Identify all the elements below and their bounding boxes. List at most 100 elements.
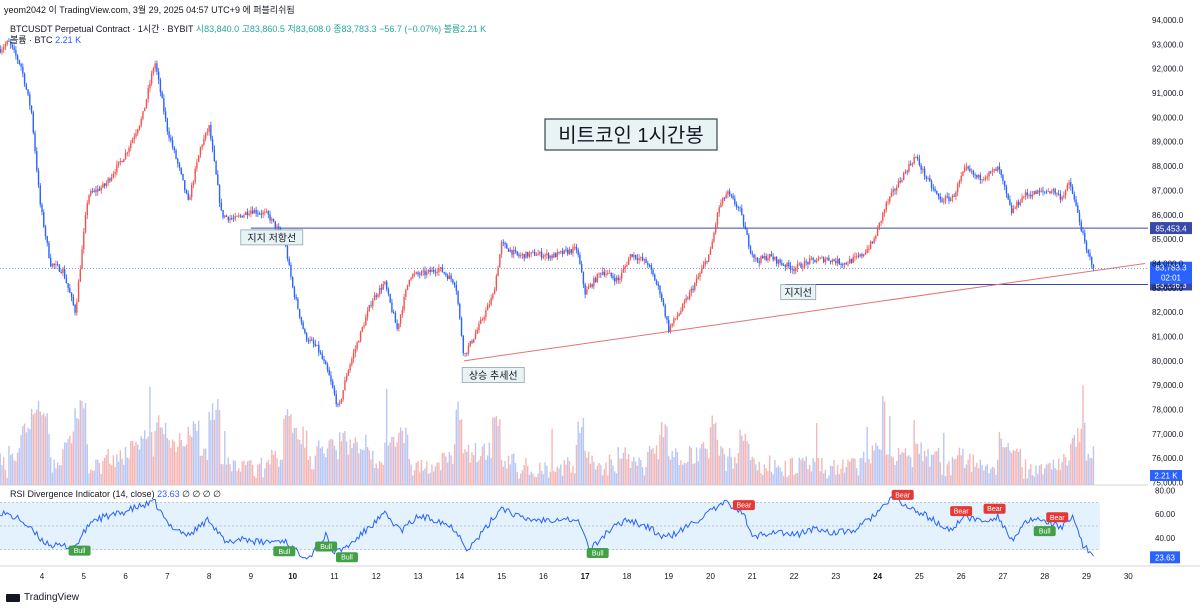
volume-bar	[683, 463, 686, 485]
title-text: 비트코인 1시간봉	[558, 124, 703, 147]
volume-bar	[253, 476, 256, 485]
candle	[547, 252, 550, 261]
volume-bar	[932, 454, 935, 485]
rsi-signal-text: Bull	[341, 555, 353, 562]
candle	[199, 146, 202, 158]
y-tick-label: 75,000.0	[1152, 479, 1184, 488]
volume-bar	[337, 459, 339, 485]
candle	[598, 272, 600, 278]
candle	[15, 46, 17, 60]
volume-bar	[83, 408, 85, 485]
symbol-legend[interactable]: BTCUSDT Perpetual Contract · 1시간 · BYBIT…	[10, 22, 486, 35]
volume-bar	[314, 455, 317, 485]
candle	[565, 245, 567, 253]
volume-legend[interactable]: 볼륨 · BTC 2.21 K	[10, 33, 81, 46]
candle	[318, 341, 320, 357]
candle	[23, 72, 26, 87]
volume-bar	[570, 472, 572, 485]
volume-bar	[332, 439, 334, 485]
candle-body	[189, 197, 191, 200]
volume-bar	[607, 475, 609, 485]
candle	[852, 253, 854, 264]
candle-body	[178, 163, 181, 168]
candle-body	[890, 192, 893, 197]
candle	[765, 253, 767, 262]
candle	[370, 300, 372, 309]
rsi-legend[interactable]: RSI Divergence Indicator (14, close) 23.…	[10, 489, 221, 500]
candle-body	[500, 242, 503, 255]
candle	[617, 274, 619, 284]
candle	[206, 128, 209, 136]
candle	[1084, 229, 1086, 244]
volume-bar	[760, 473, 762, 485]
candle	[648, 263, 651, 268]
price-axis[interactable]: 94,000.093,000.092,000.091,000.090,000.0…	[1150, 16, 1184, 488]
volume-bar	[295, 427, 297, 485]
candle-body	[67, 283, 69, 289]
volume-bar	[680, 460, 682, 485]
candle-body	[493, 289, 496, 295]
volume-bar	[156, 422, 158, 485]
candle	[323, 356, 325, 364]
volume-bar	[20, 435, 22, 485]
candle-body	[171, 140, 174, 148]
candle	[758, 258, 760, 268]
candle	[969, 164, 971, 173]
candle-body	[457, 291, 459, 304]
candle-body	[861, 254, 863, 257]
volume-bar	[923, 450, 926, 485]
candle-body	[774, 256, 776, 260]
candle	[906, 169, 908, 176]
candle	[1014, 205, 1016, 210]
rsi-signal: Bull	[1033, 526, 1056, 537]
candle	[345, 373, 348, 383]
candle-body	[192, 181, 195, 186]
candle-body	[699, 273, 701, 277]
candle-body	[561, 251, 564, 254]
candle	[814, 259, 816, 263]
time-axis[interactable]: 4 5 6 7 8 9 10 11 12 13 14 15 16 17 18 19 20 21 22 23 24 25 26…	[40, 572, 1134, 581]
candle	[516, 251, 518, 257]
candle-body	[4, 44, 7, 48]
volume-bar	[955, 458, 957, 485]
candle	[302, 320, 304, 330]
rsi-signal: Bear	[1046, 512, 1069, 523]
volume-bar	[652, 448, 654, 485]
candle-body	[833, 259, 835, 261]
volume-bar	[100, 474, 102, 485]
candle-body	[809, 258, 811, 265]
candle-body	[835, 260, 837, 264]
candle	[13, 44, 15, 53]
volume-bar	[1030, 464, 1032, 485]
candle	[238, 212, 240, 218]
candle	[652, 267, 654, 277]
volume-bar	[594, 469, 597, 485]
candle	[828, 254, 830, 262]
candle	[768, 254, 771, 262]
candle-body	[640, 257, 642, 259]
x-tick-label: 24	[873, 572, 882, 581]
volume-bar	[943, 432, 945, 485]
volume-bar	[1082, 385, 1084, 485]
volume-bar	[732, 468, 734, 485]
candle	[56, 260, 59, 267]
footer-brand[interactable]: TradingView	[6, 592, 79, 603]
candle	[1073, 191, 1076, 203]
candle	[197, 154, 200, 163]
volume-bar	[721, 448, 724, 485]
volume-bar	[394, 446, 397, 485]
candle	[668, 315, 670, 334]
candle	[636, 254, 639, 264]
candle-body	[309, 339, 311, 342]
volume-bar	[930, 454, 933, 485]
candle-body	[445, 273, 447, 276]
volume-bar	[767, 471, 769, 485]
candle	[984, 175, 987, 182]
volume-bar	[119, 450, 122, 485]
volume-bar	[1038, 465, 1041, 485]
candle-body	[763, 256, 766, 259]
candle-body	[784, 265, 787, 267]
candle	[244, 211, 247, 216]
